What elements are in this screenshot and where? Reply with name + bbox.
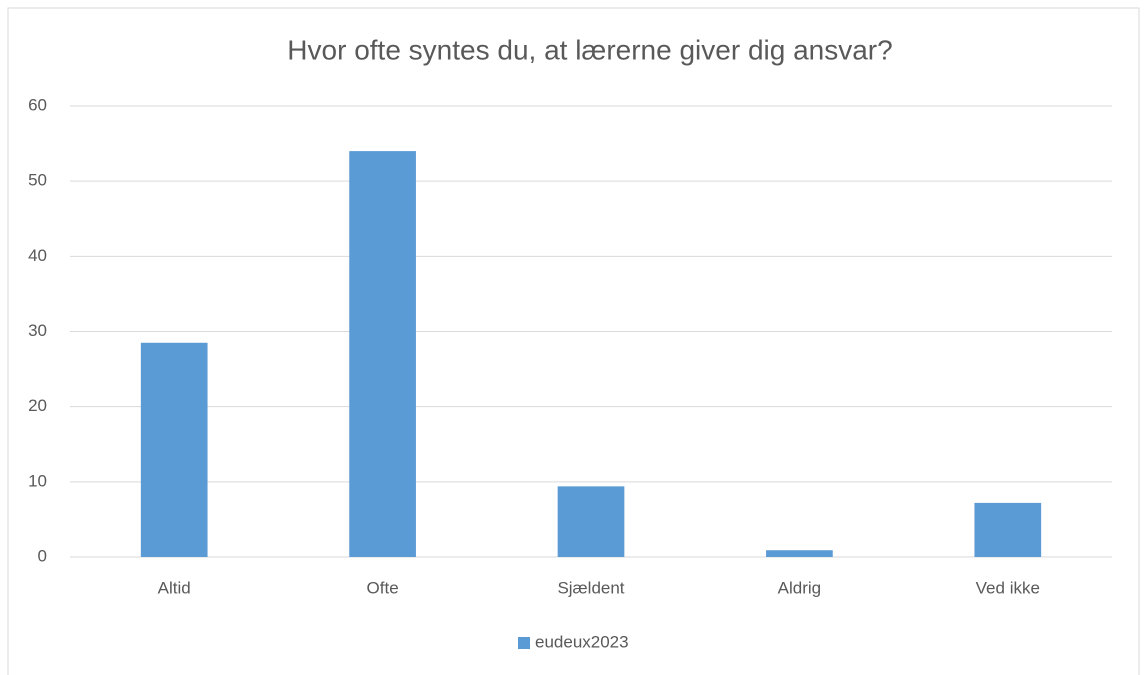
legend-swatch: [518, 637, 530, 649]
bar: [349, 151, 416, 557]
x-tick-label: Sjældent: [557, 578, 624, 597]
x-tick-label: Altid: [158, 578, 191, 597]
x-tick-label: Ofte: [367, 578, 399, 597]
chart-border: [7, 7, 1140, 675]
y-tick-label: 30: [28, 321, 47, 340]
legend-label: eudeux2023: [535, 632, 629, 651]
y-tick-label: 20: [28, 396, 47, 415]
chart-title: Hvor ofte syntes du, at lærerne giver di…: [287, 34, 892, 65]
y-tick-label: 60: [28, 95, 47, 114]
y-tick-label: 0: [38, 546, 47, 565]
x-tick-label: Ved ikke: [976, 578, 1040, 597]
bar: [974, 502, 1042, 557]
bar: [140, 342, 208, 557]
x-tick-label: Aldrig: [778, 578, 821, 597]
bar: [557, 486, 625, 557]
y-tick-label: 40: [28, 246, 47, 265]
bar: [766, 550, 833, 557]
y-tick-label: 10: [28, 471, 47, 490]
y-tick-label: 50: [28, 171, 47, 190]
